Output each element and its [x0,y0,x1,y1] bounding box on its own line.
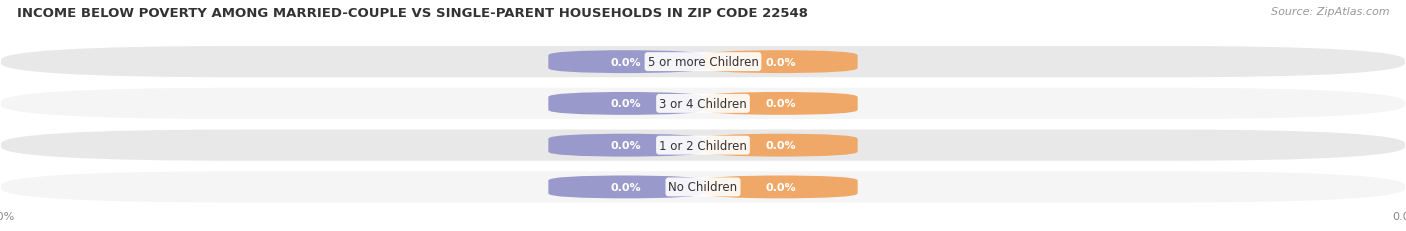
FancyBboxPatch shape [0,46,1406,79]
Text: 0.0%: 0.0% [610,57,641,67]
Text: 0.0%: 0.0% [765,140,796,151]
FancyBboxPatch shape [0,129,1406,162]
Text: 0.0%: 0.0% [610,140,641,151]
FancyBboxPatch shape [703,51,858,74]
FancyBboxPatch shape [703,176,858,198]
Text: No Children: No Children [668,181,738,194]
FancyBboxPatch shape [703,92,858,115]
FancyBboxPatch shape [548,92,703,115]
FancyBboxPatch shape [703,134,858,157]
FancyBboxPatch shape [548,51,703,74]
FancyBboxPatch shape [0,170,1406,204]
Text: 3 or 4 Children: 3 or 4 Children [659,97,747,110]
Text: 0.0%: 0.0% [765,99,796,109]
Text: 1 or 2 Children: 1 or 2 Children [659,139,747,152]
FancyBboxPatch shape [0,87,1406,121]
Text: 0.0%: 0.0% [765,57,796,67]
Text: 5 or more Children: 5 or more Children [648,56,758,69]
FancyBboxPatch shape [548,134,703,157]
Text: INCOME BELOW POVERTY AMONG MARRIED-COUPLE VS SINGLE-PARENT HOUSEHOLDS IN ZIP COD: INCOME BELOW POVERTY AMONG MARRIED-COUPL… [17,7,808,20]
Text: 0.0%: 0.0% [610,99,641,109]
Text: 0.0%: 0.0% [765,182,796,192]
Text: Source: ZipAtlas.com: Source: ZipAtlas.com [1271,7,1389,17]
FancyBboxPatch shape [548,176,703,198]
Text: 0.0%: 0.0% [610,182,641,192]
